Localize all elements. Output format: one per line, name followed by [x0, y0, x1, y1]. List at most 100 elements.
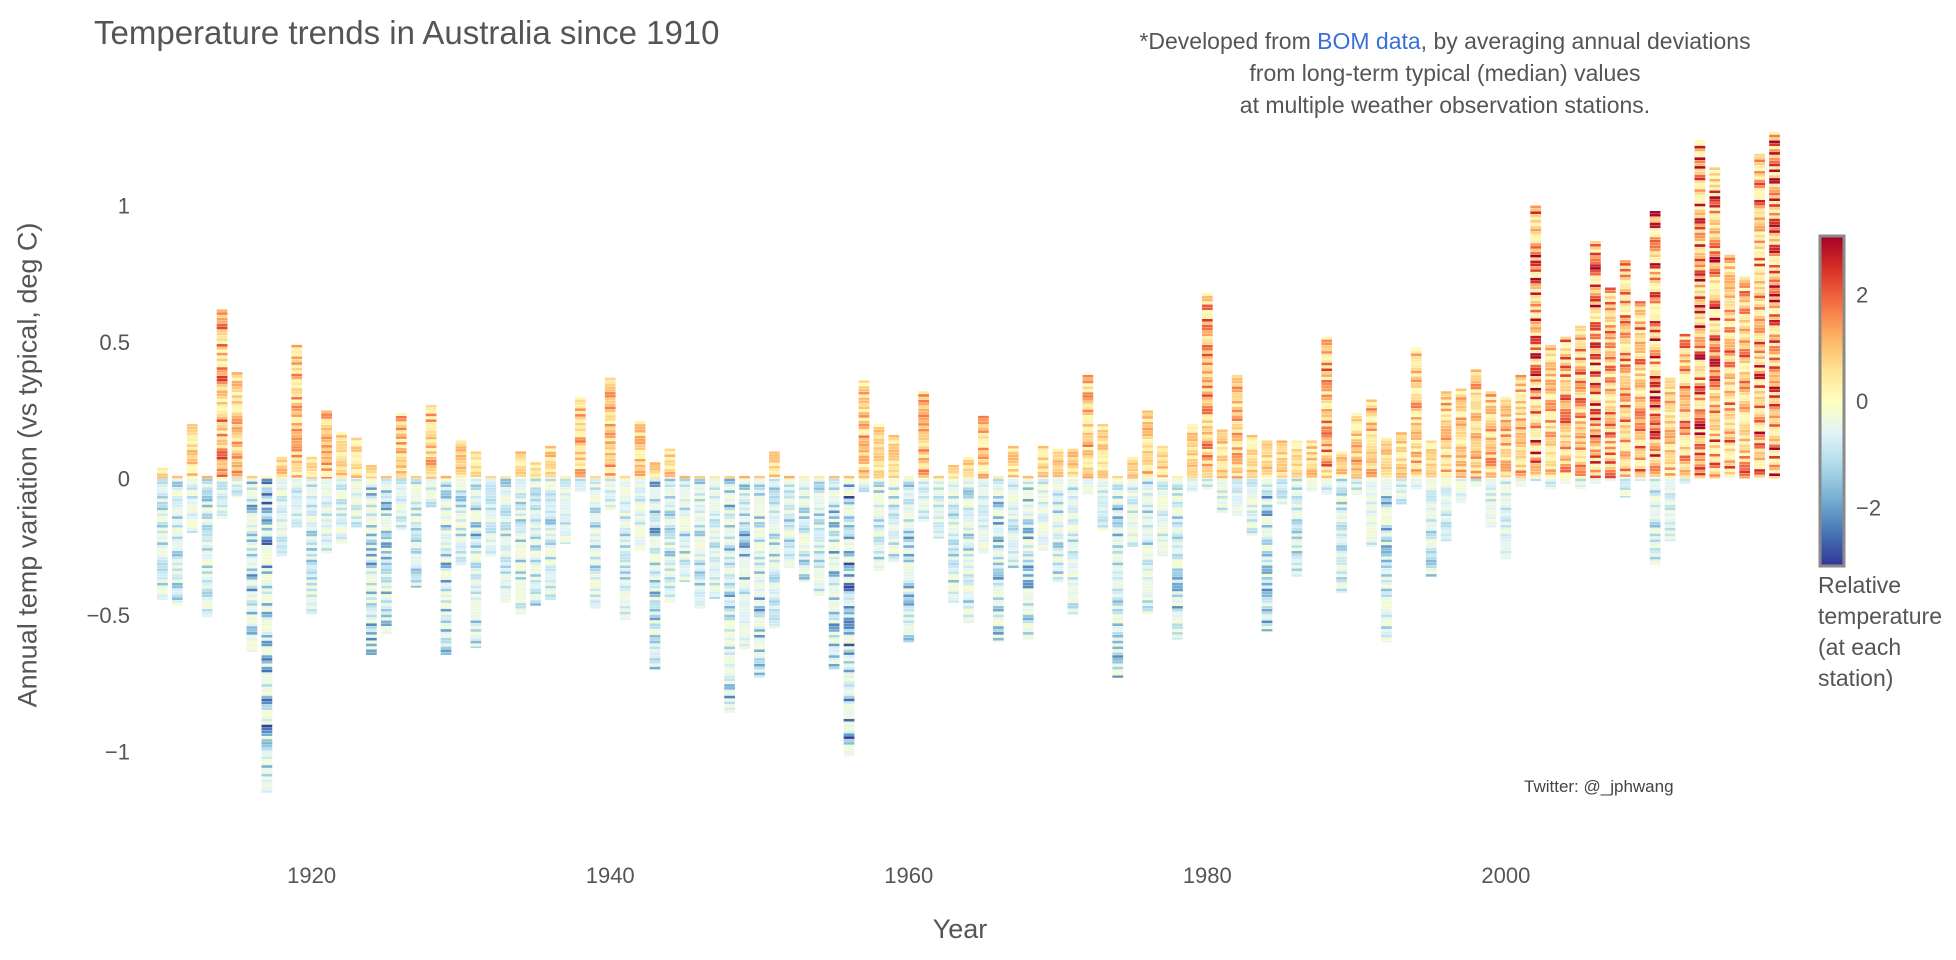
bom-data-link[interactable]: BOM data — [1317, 28, 1421, 54]
station-cell — [828, 493, 840, 496]
station-cell — [619, 478, 631, 482]
station-cell — [634, 481, 646, 485]
station-cell — [485, 498, 497, 502]
station-cell — [261, 765, 273, 768]
station-cell — [978, 473, 989, 477]
station-cell — [1410, 431, 1422, 435]
station-cell — [1112, 496, 1124, 499]
station-cell — [1590, 275, 1601, 279]
station-cell — [1112, 591, 1124, 595]
station-cell — [769, 559, 780, 563]
station-cell — [246, 524, 258, 528]
station-cell — [246, 496, 258, 499]
station-cell — [1142, 562, 1153, 566]
station-cell — [1530, 211, 1542, 214]
station-cell — [1112, 597, 1124, 600]
station-cell — [649, 634, 661, 638]
station-cell — [470, 623, 482, 626]
station-cell — [261, 759, 273, 763]
station-cell — [649, 574, 661, 577]
station-cell — [843, 504, 855, 508]
station-cell — [604, 394, 616, 398]
station-cell — [754, 600, 765, 603]
station-cell — [291, 396, 303, 400]
station-cell — [1545, 434, 1556, 438]
station-cell — [1470, 418, 1482, 422]
station-cell — [888, 522, 900, 525]
station-cell — [1425, 556, 1437, 560]
station-cell — [664, 597, 676, 600]
station-cell — [634, 444, 646, 448]
station-cell — [261, 484, 273, 488]
station-cell — [336, 432, 347, 435]
station-cell — [1560, 432, 1571, 435]
station-cell — [261, 739, 273, 742]
station-cell — [649, 487, 661, 490]
station-cell — [1172, 565, 1183, 569]
station-cell — [515, 597, 527, 600]
station-cell — [1276, 493, 1288, 496]
station-cell — [1127, 465, 1139, 469]
station-cell — [1172, 591, 1183, 595]
station-cell — [186, 424, 198, 427]
station-cell — [306, 597, 318, 600]
station-cell — [1052, 559, 1064, 563]
station-cell — [1321, 374, 1333, 377]
station-cell — [1157, 530, 1168, 534]
station-cell — [276, 478, 288, 482]
station-cell — [1381, 533, 1392, 537]
station-cell — [1425, 469, 1437, 472]
station-cell — [1515, 444, 1527, 447]
station-cell — [1515, 418, 1527, 421]
station-cell — [992, 629, 1004, 632]
station-cell — [1201, 405, 1213, 409]
station-cell — [380, 565, 392, 569]
station-cell — [1246, 434, 1258, 438]
station-cell — [1590, 333, 1601, 337]
station-cell — [813, 516, 825, 519]
station-cell — [1231, 418, 1243, 421]
station-cell — [843, 562, 855, 566]
station-cell — [440, 510, 452, 514]
station-cell — [216, 375, 228, 379]
station-cell — [1246, 530, 1258, 534]
station-cell — [1590, 348, 1601, 351]
station-cell — [1172, 548, 1183, 551]
station-cell — [873, 464, 885, 468]
colorbar-title-line: temperature — [1818, 603, 1943, 629]
station-cell — [769, 614, 780, 618]
station-cell — [201, 519, 213, 522]
station-cell — [1366, 539, 1377, 543]
station-cell — [351, 504, 362, 508]
station-cell — [306, 577, 318, 580]
station-cell — [336, 484, 347, 488]
station-cell — [649, 646, 661, 650]
station-cell — [306, 484, 318, 488]
station-cell — [813, 507, 825, 511]
station-cell — [918, 449, 930, 452]
station-cell — [739, 539, 750, 543]
station-cell — [1485, 463, 1497, 467]
station-cell — [216, 352, 228, 356]
station-cell — [1381, 597, 1392, 600]
station-cell — [574, 481, 586, 485]
station-cell — [1545, 394, 1556, 397]
station-cell — [858, 490, 870, 493]
station-cell — [1201, 342, 1213, 345]
station-cell — [978, 465, 989, 468]
station-cell — [1022, 498, 1034, 502]
year-strip — [813, 475, 825, 596]
station-cell — [873, 519, 885, 522]
station-cell — [470, 620, 482, 624]
station-cell — [769, 606, 780, 609]
station-cell — [1381, 562, 1392, 566]
station-cell — [769, 600, 780, 603]
station-cell — [1216, 493, 1228, 496]
station-cell — [171, 487, 183, 490]
station-cell — [724, 687, 735, 690]
station-cell — [231, 372, 243, 375]
station-cell — [679, 475, 691, 479]
station-cell — [754, 548, 765, 551]
station-cell — [858, 438, 870, 441]
station-cell — [366, 519, 377, 522]
